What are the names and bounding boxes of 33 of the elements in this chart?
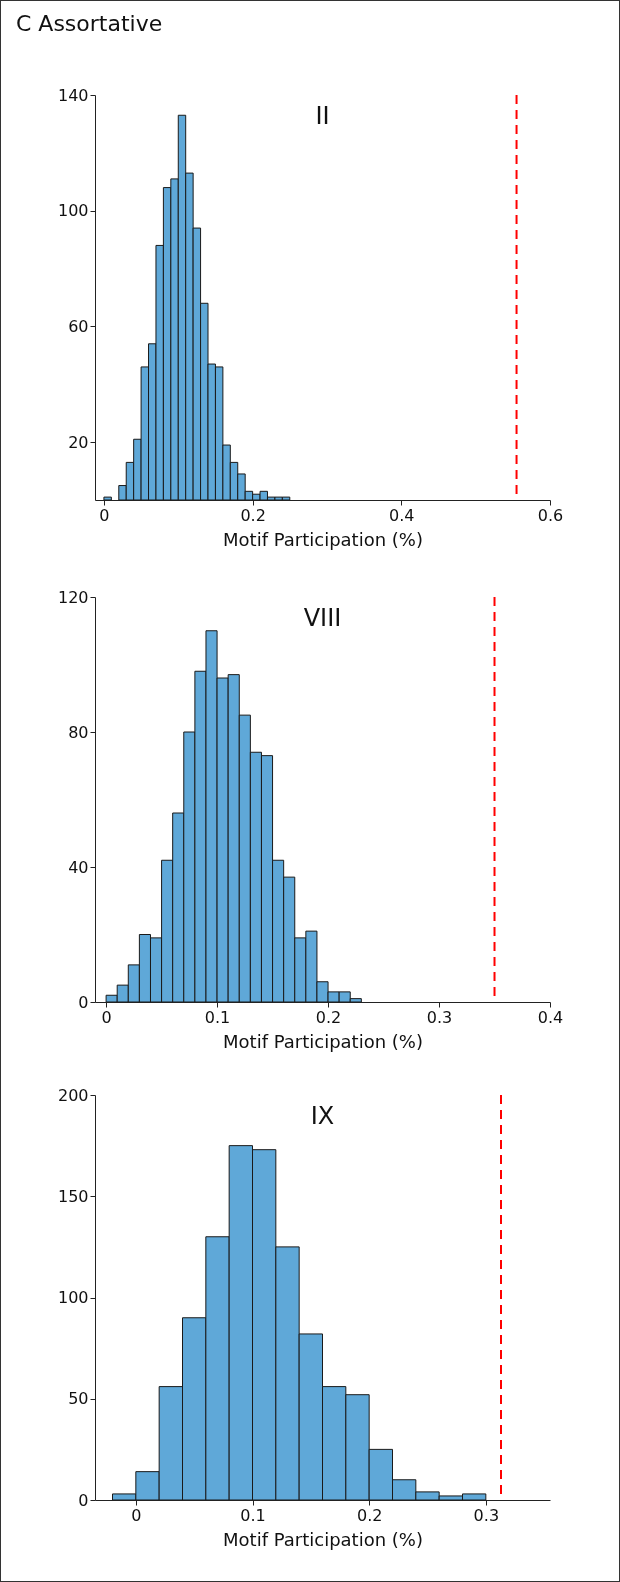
x-tick-label: 0.2 — [315, 1007, 342, 1027]
y-tick-label: 50 — [68, 1389, 89, 1409]
chart-title: VIII — [303, 604, 342, 632]
x-axis-title: Motif Participation (%) — [223, 1030, 423, 1052]
y-tick-label: 100 — [57, 201, 89, 221]
y-tick-label: 140 — [57, 85, 89, 105]
y-tick-label: 0 — [78, 1490, 89, 1510]
y-tick-label: 120 — [57, 587, 89, 607]
chart-title: II — [315, 102, 330, 130]
chart-title: IX — [310, 1102, 335, 1130]
y-tick-label: 20 — [68, 432, 89, 452]
x-tick-label: 0.6 — [537, 505, 564, 525]
x-tick-label: 0.3 — [426, 1007, 453, 1027]
x-tick-label: 0 — [101, 1007, 112, 1027]
x-tick-label: 0 — [99, 505, 110, 525]
x-axis-title: Motif Participation (%) — [223, 528, 423, 550]
y-tick-label: 80 — [68, 722, 89, 742]
y-tick-label: 40 — [68, 857, 89, 877]
y-tick-label: 0 — [78, 992, 89, 1012]
x-tick-label: 0.1 — [204, 1007, 231, 1027]
text: C Assortative — [16, 11, 163, 36]
y-tick-label: 100 — [57, 1288, 89, 1307]
x-tick-label: 0.4 — [537, 1007, 564, 1027]
x-axis-title: Motif Participation (%) — [223, 1528, 423, 1550]
x-tick-label: 0.4 — [389, 505, 415, 525]
y-tick-label: 200 — [57, 1085, 89, 1105]
y-tick-label: 150 — [57, 1186, 89, 1206]
x-tick-label: 0.3 — [473, 1505, 500, 1525]
y-tick-label: 60 — [68, 316, 89, 336]
x-tick-label: 0.2 — [240, 505, 266, 525]
x-tick-label: 0.2 — [356, 1505, 383, 1525]
x-tick-label: 0 — [131, 1505, 142, 1525]
x-tick-label: 0.1 — [240, 1505, 266, 1525]
